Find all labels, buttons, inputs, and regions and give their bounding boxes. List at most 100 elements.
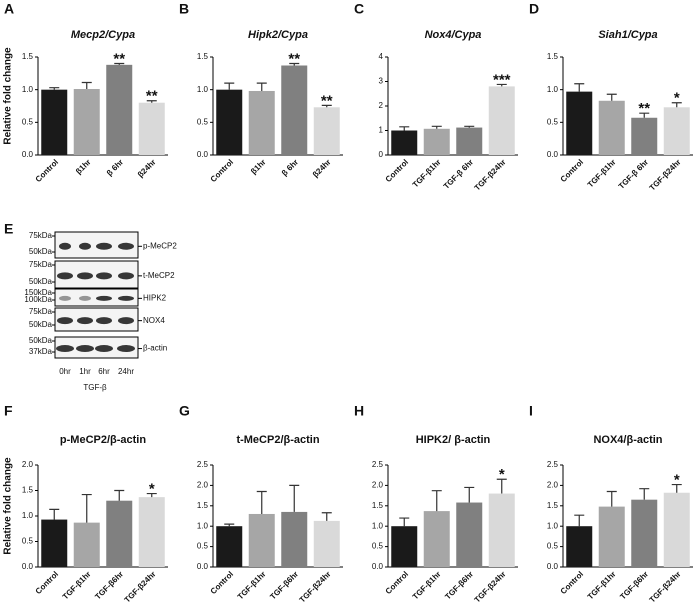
panel-label: F <box>4 403 13 419</box>
blot-band <box>59 295 71 301</box>
panel-label: H <box>354 403 364 419</box>
bar <box>281 65 308 155</box>
bar <box>423 511 450 567</box>
x-tick-label: TGF-β6hr <box>618 570 650 602</box>
error-bar <box>639 112 650 118</box>
error-bar <box>639 488 650 500</box>
chart-title: Hipk2/Cypa <box>248 29 308 41</box>
panel-label: I <box>529 403 533 419</box>
y-tick-label: 0.0 <box>547 562 559 571</box>
x-tick-label: TGF-β 6hr <box>617 158 650 191</box>
error-bar <box>606 93 617 101</box>
y-tick-label: 0.5 <box>547 542 559 551</box>
y-tick-label: 0.5 <box>22 117 34 126</box>
y-tick-label: 1.0 <box>547 85 559 94</box>
x-tick-label: Control <box>559 158 585 184</box>
bar <box>456 502 483 567</box>
x-tick-label: β 6hr <box>280 158 300 178</box>
lane-label: 6hr <box>98 367 110 376</box>
chart-title: p-MeCP2/β-actin <box>60 434 146 446</box>
x-tick-label: Control <box>209 158 235 184</box>
y-tick-label: 2.5 <box>372 460 384 469</box>
kda-marker: 50kDa <box>29 320 53 329</box>
bar <box>248 513 275 567</box>
y-tick-label: 1.5 <box>547 52 559 61</box>
y-tick-label: 0.0 <box>22 150 34 159</box>
error-bar <box>224 523 235 527</box>
error-bar <box>256 490 267 514</box>
bar <box>138 497 165 567</box>
error-bar <box>574 83 585 92</box>
error-bar <box>114 62 125 65</box>
bar <box>391 526 418 567</box>
error-bar <box>289 62 300 66</box>
bar <box>138 102 165 155</box>
error-bar <box>146 492 157 498</box>
x-tick-label: TGF-β24hr <box>473 570 508 605</box>
x-tick-label: β1hr <box>249 158 268 177</box>
y-tick-label: 1.5 <box>197 501 209 510</box>
y-tick-label: 1.0 <box>22 511 34 520</box>
kda-marker: 75kDa <box>29 231 53 240</box>
protein-label: NOX4 <box>143 316 165 325</box>
kda-marker: 100kDa <box>24 295 52 304</box>
kda-marker: 75kDa <box>29 260 53 269</box>
panel-label: D <box>529 1 539 17</box>
significance-mark: ** <box>113 51 125 68</box>
bar <box>313 107 340 155</box>
error-bar <box>81 493 92 523</box>
y-tick-label: 0.0 <box>197 150 209 159</box>
blot-band <box>76 345 94 353</box>
blot-band <box>57 317 73 325</box>
error-bar <box>49 508 60 520</box>
y-tick-label: 0.5 <box>372 542 384 551</box>
error-bar <box>256 82 267 91</box>
x-tick-label: TGF-β24hr <box>123 570 158 605</box>
error-bar <box>574 514 585 527</box>
lane-label: 0hr <box>59 367 71 376</box>
x-tick-label: TGF-β1hr <box>236 570 268 602</box>
bar <box>73 522 100 567</box>
chart-title: NOX4/β-actin <box>593 434 662 446</box>
bar <box>216 89 243 155</box>
x-tick-label: β 6hr <box>105 158 125 178</box>
error-bar <box>431 490 442 512</box>
blot-band <box>56 345 74 353</box>
error-bar <box>49 87 60 90</box>
bar <box>423 128 450 155</box>
error-bar <box>671 102 682 108</box>
protein-label: p-MeCP2 <box>143 241 177 250</box>
error-bar <box>114 489 125 501</box>
y-tick-label: 0.0 <box>197 562 209 571</box>
y-tick-label: 0.5 <box>22 537 34 546</box>
y-tick-label: 0.0 <box>372 562 384 571</box>
protein-label: β-actin <box>143 344 167 353</box>
chart-title: Nox4/Cypa <box>425 29 482 41</box>
y-tick-label: 1.5 <box>547 501 559 510</box>
chart-title: t-MeCP2/β-actin <box>236 434 319 446</box>
bar <box>41 519 68 567</box>
y-tick-label: 0 <box>379 150 384 159</box>
bar <box>41 89 68 155</box>
x-tick-label: TGF-β1hr <box>411 158 443 190</box>
x-tick-label: TGF-β6hr <box>93 570 125 602</box>
x-tick-label: TGF-β1hr <box>586 158 618 190</box>
error-bar <box>321 104 332 108</box>
bar <box>631 117 658 155</box>
y-tick-label: 2.5 <box>197 460 209 469</box>
bar <box>106 500 133 567</box>
chart-title: Mecp2/Cypa <box>71 29 135 41</box>
x-tick-label: TGF-β1hr <box>586 570 618 602</box>
x-tick-label: TGF-β 6hr <box>442 158 475 191</box>
y-axis-label: Relative fold change <box>3 47 14 145</box>
y-axis-label: Relative fold change <box>3 457 14 555</box>
y-tick-label: 2.5 <box>547 460 559 469</box>
blot-band <box>118 242 134 250</box>
bar <box>73 89 100 155</box>
blot-band <box>96 272 112 280</box>
significance-mark: * <box>674 472 680 489</box>
bar <box>313 520 340 567</box>
x-tick-label: β24hr <box>136 158 158 180</box>
kda-marker: 50kDa <box>29 247 53 256</box>
panel-label: C <box>354 1 364 17</box>
